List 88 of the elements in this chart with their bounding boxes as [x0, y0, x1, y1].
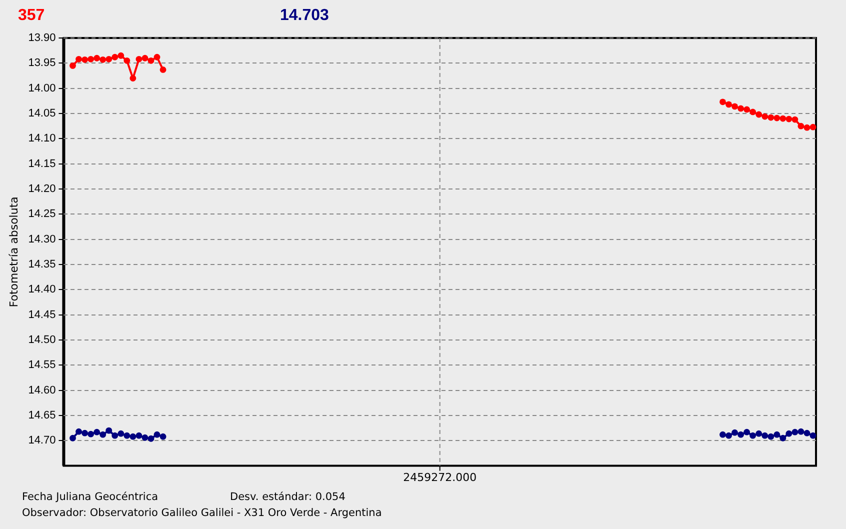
point [148, 435, 154, 442]
point [76, 56, 82, 62]
point [768, 433, 774, 440]
text: 357 [18, 7, 45, 25]
point [738, 431, 744, 438]
point [124, 432, 130, 439]
point [774, 114, 780, 122]
point [762, 113, 768, 120]
point [810, 432, 816, 439]
point [726, 432, 732, 439]
y-tick-label: 14.65 [28, 410, 56, 422]
y-tick-label: 14.45 [28, 308, 56, 321]
y-tick-label: 14.40 [28, 284, 56, 296]
y-tick-label: 13.90 [28, 32, 56, 44]
point [148, 57, 154, 64]
text: Desv. estándar: 0.054 [230, 491, 346, 503]
text: 2459272.000 [403, 471, 477, 484]
point [94, 428, 100, 436]
y-tick-label: 14.10 [28, 132, 56, 145]
point [792, 428, 798, 436]
point [106, 56, 112, 62]
point [732, 103, 738, 110]
y-tick-label: 14.70 [28, 434, 56, 447]
x-axis-title: Fecha Juliana Geocéntrica [22, 491, 158, 503]
point [76, 428, 82, 435]
point [142, 434, 148, 441]
y-tick-label: 14.50 [28, 334, 56, 346]
point [160, 66, 166, 73]
point [154, 54, 160, 60]
point [130, 433, 136, 440]
text: Observador: Observatorio Galileo Galilei - X31 Oro Verde - Argentina [22, 507, 382, 519]
point [154, 431, 160, 438]
point [88, 56, 94, 62]
point [136, 432, 142, 439]
y-tick-label: 14.55 [28, 359, 56, 372]
point [142, 54, 148, 62]
y-tick-label: 14.15 [28, 158, 56, 170]
point [112, 54, 118, 60]
point [810, 124, 816, 130]
point [118, 52, 124, 59]
point [774, 431, 780, 438]
point [70, 62, 76, 69]
point [750, 432, 756, 439]
point [94, 54, 100, 62]
point [780, 434, 786, 442]
text: 14.703 [280, 7, 329, 25]
y-tick-label: 14.00 [28, 82, 56, 94]
point [798, 122, 804, 130]
point [82, 430, 88, 436]
point [100, 56, 106, 63]
point [804, 430, 810, 436]
point [744, 106, 750, 113]
point [786, 430, 792, 437]
point [726, 101, 732, 108]
point [82, 56, 88, 63]
y-tick-label: 14.05 [28, 108, 56, 120]
y-tick-label: 14.35 [28, 258, 56, 271]
point [780, 115, 786, 122]
point [792, 116, 798, 123]
point [106, 427, 112, 434]
point [88, 430, 94, 438]
y-tick-label: 14.25 [28, 208, 56, 220]
point [136, 56, 142, 62]
y-tick-label: 14.30 [28, 233, 56, 246]
y-axis-title: Fotometría absoluta [7, 196, 20, 308]
point [720, 98, 726, 106]
point [756, 111, 762, 118]
point [720, 431, 726, 438]
point [744, 428, 750, 436]
point [798, 428, 804, 435]
point [70, 434, 76, 442]
point [750, 108, 756, 116]
point [804, 124, 810, 131]
point [732, 429, 738, 436]
point [756, 430, 762, 437]
y-tick-label: 14.60 [28, 384, 56, 396]
point [112, 432, 118, 439]
point [768, 114, 774, 121]
point [762, 432, 768, 439]
point [118, 430, 124, 437]
point [130, 75, 136, 82]
point [100, 431, 106, 438]
point [738, 105, 744, 112]
y-tick-label: 13.95 [28, 57, 56, 70]
point [160, 433, 166, 440]
y-tick-label: 14.20 [28, 183, 56, 196]
point [124, 57, 130, 64]
point [786, 116, 792, 122]
